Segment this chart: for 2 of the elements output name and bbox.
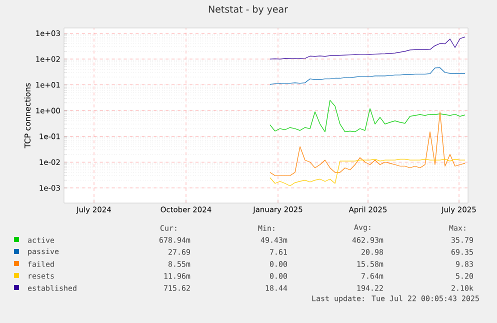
- line-series: [270, 100, 466, 132]
- chart-title: Netstat - by year: [208, 5, 288, 15]
